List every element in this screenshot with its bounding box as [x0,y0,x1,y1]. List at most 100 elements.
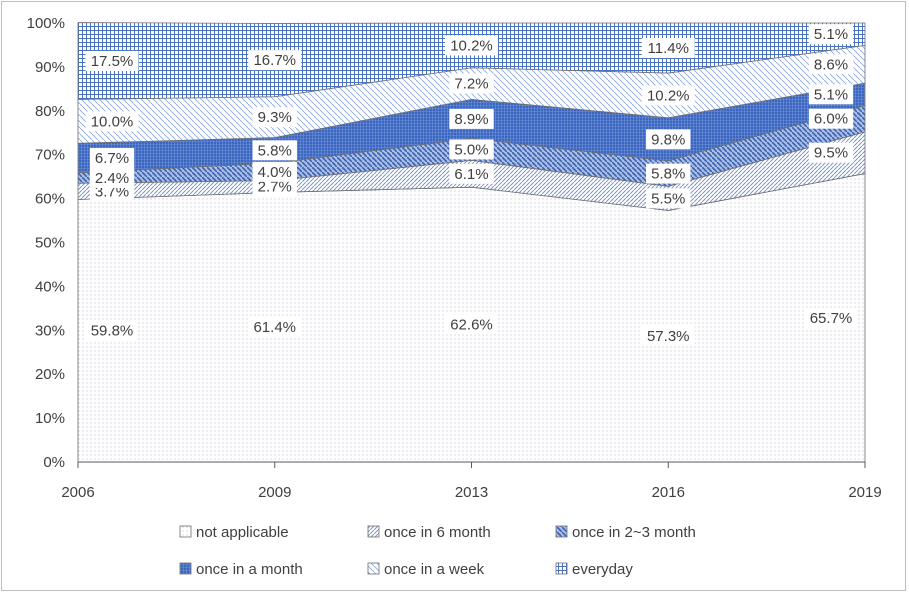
data-label-background [89,167,135,188]
legend-swatch [179,525,192,538]
y-tick-label: 30% [35,322,65,339]
legend-item-once-in-2-3-month: once in 2~3 month [555,524,696,541]
data-label-everyday: 17.5% [85,50,139,71]
data-label-everyday: 10.2% [445,35,498,56]
data-label-once-in-a-week: 7.2% [449,73,494,94]
data-label-not-applicable: 62.6% [445,314,498,335]
data-label-once-in-2-3-month: 6.0% [808,108,854,129]
legend-label: everyday [572,561,633,578]
x-tick-label: 2009 [258,484,291,501]
data-label-text: 16.7% [253,52,296,69]
legend-item-once-in-a-month: once in a month [179,561,303,578]
x-tick-label: 2013 [455,484,488,501]
legend-label: once in a week [384,561,485,578]
data-label-text: 5.8% [258,142,292,159]
data-label-text: 10.2% [647,87,690,104]
legend-item-everyday: everyday [555,561,633,578]
data-label-text: 59.8% [91,323,134,340]
data-label-text: 4.0% [258,164,292,181]
data-label-text: 11.4% [648,40,689,57]
data-label-text: 5.8% [651,166,685,183]
data-label-background [85,50,139,71]
data-label-background [646,163,691,184]
data-label-once-in-2-3-month: 4.0% [252,161,297,182]
data-label-once-in-2-3-month: 2.4% [89,167,135,188]
x-tick-label: 2016 [652,484,685,501]
data-label-text: 5.1% [814,26,848,43]
data-label-background [449,163,494,184]
data-label-background [248,50,302,71]
data-label-background [808,54,854,75]
legend-item-once-in-6-month: once in 6 month [367,524,491,541]
data-label-not-applicable: 65.7% [804,307,858,328]
data-label-once-in-a-month: 5.1% [808,84,854,105]
y-tick-label: 50% [35,235,65,252]
data-label-once-in-a-month: 5.8% [252,140,297,161]
y-tick-label: 100% [27,15,65,32]
legend-swatch [367,525,380,538]
data-label-background [641,38,695,59]
y-tick-label: 90% [35,59,65,76]
data-label-background [89,147,135,168]
data-label-once-in-a-week: 9.3% [252,107,297,128]
data-label-background [85,111,139,132]
data-label-background [646,188,691,209]
data-label-background [449,139,494,160]
data-label-text: 9.8% [651,131,685,148]
data-label-text: 5.0% [454,141,488,158]
y-tick-label: 80% [35,103,65,120]
data-label-background [445,314,498,335]
data-label-everyday: 11.4% [641,38,695,59]
data-label-text: 7.2% [454,76,488,93]
legend: not applicable once in 6 month once in 2~3… [179,524,696,578]
data-label-background [646,129,691,150]
data-label-once-in-a-month: 9.8% [646,129,691,150]
legend-swatch [367,562,380,575]
data-label-background [85,320,139,341]
data-label-once-in-2-3-month: 5.0% [449,139,494,160]
data-label-background [808,84,854,105]
data-label-text: 5.5% [651,190,685,207]
data-label-once-in-a-month: 6.7% [89,147,135,168]
data-label-background [449,108,494,129]
y-tick-label: 0% [43,454,65,471]
axes-layer: 2006 2009 2013 2016 2019 0% 10% 20% 30% 40% 50% 60%… [27,15,882,501]
data-label-text: 9.3% [258,109,292,126]
data-label-background [248,317,302,338]
data-label-text: 57.3% [647,328,690,345]
data-label-background [804,307,858,328]
legend-swatch [555,525,568,538]
data-label-background [252,140,297,161]
data-label-background [641,85,695,106]
data-label-text: 6.0% [814,111,848,128]
data-label-text: 10.2% [450,37,493,54]
data-label-background [641,326,695,347]
data-labels-layer: 59.8% 61.4% 62.6%57.3%65.7%3.7% 2.7%6.1%5.5… [85,24,858,347]
data-label-background [445,35,498,56]
data-label-once-in-a-week: 10.2% [641,85,695,106]
data-label-background [808,24,854,45]
data-label-text: 8.9% [454,111,488,128]
data-label-everyday: 5.1% [808,24,854,45]
data-label-once-in-a-week: 8.6% [808,54,854,75]
data-label-background [252,107,297,128]
data-label-text: 61.4% [253,319,296,336]
x-tick-label: 2019 [848,484,881,501]
legend-label: once in 2~3 month [572,524,696,541]
y-tick-label: 20% [35,366,65,383]
legend-swatch [179,562,192,575]
data-label-text: 6.7% [95,150,129,167]
legend-label: once in 6 month [384,524,491,541]
y-tick-label: 10% [35,410,65,427]
data-label-once-in-6-month: 9.5% [808,142,854,163]
y-tick-label: 60% [35,191,65,208]
data-label-text: 2.4% [95,170,129,187]
data-label-once-in-2-3-month: 5.8% [646,163,691,184]
data-label-text: 17.5% [91,53,134,70]
data-label-text: 65.7% [810,310,853,327]
data-label-text: 8.6% [814,56,848,73]
data-label-not-applicable: 59.8% [85,320,139,341]
data-label-text: 6.1% [454,166,488,183]
